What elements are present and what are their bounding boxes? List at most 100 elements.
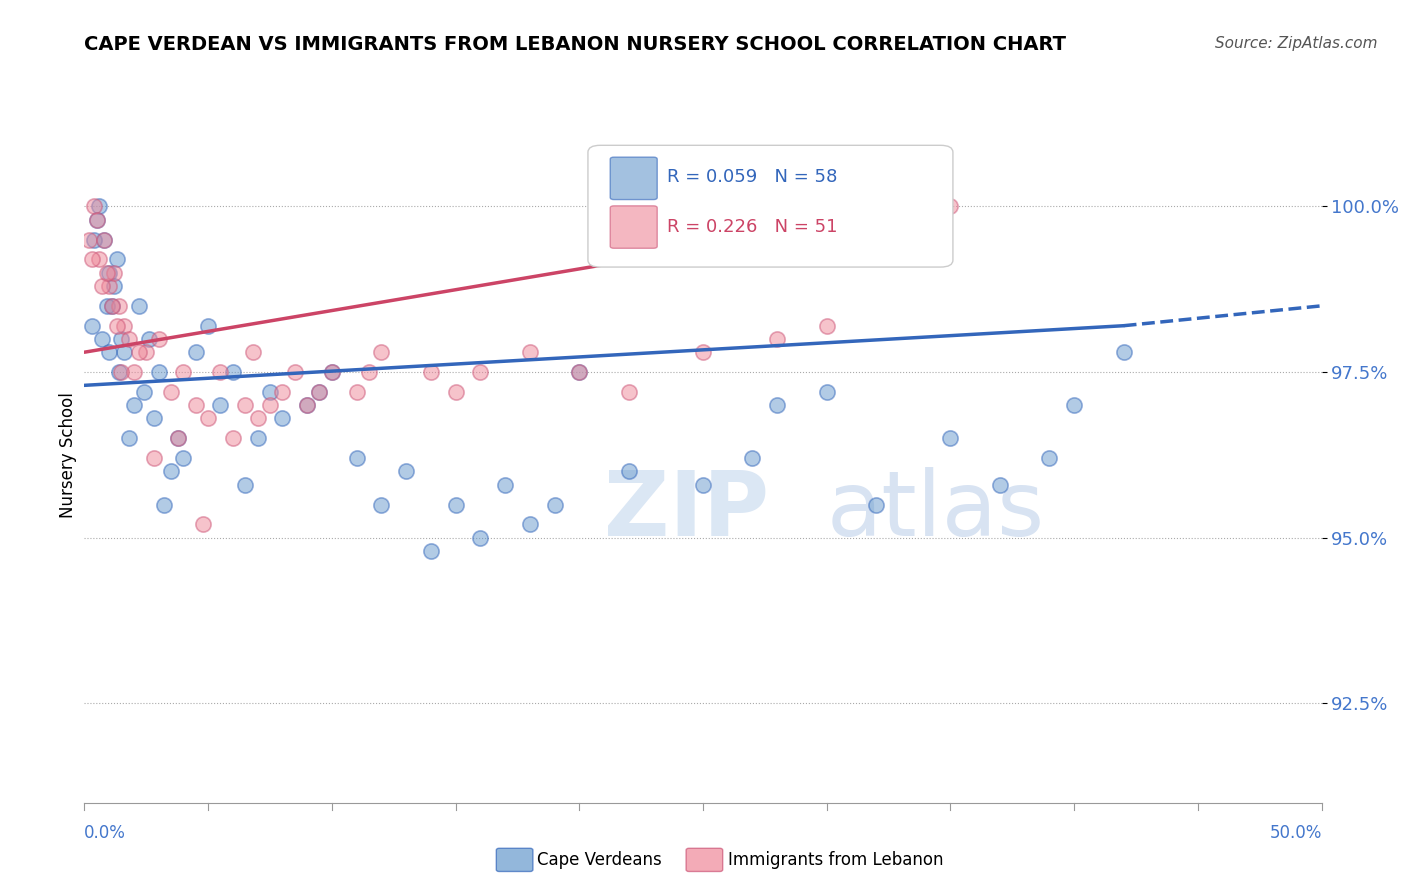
Text: Immigrants from Lebanon: Immigrants from Lebanon (728, 851, 943, 869)
Point (93, 233, 115, 247)
Point (112, 345, 135, 359)
Point (160, 465, 183, 479)
Point (222, 365, 245, 379)
Point (98, 279, 121, 293)
Point (83, 233, 105, 247)
Point (233, 477, 256, 491)
Point (494, 477, 516, 491)
Point (103, 266, 125, 280)
Point (308, 384, 330, 399)
Point (142, 451, 165, 466)
Point (172, 365, 194, 379)
Point (271, 411, 294, 425)
Point (815, 384, 838, 399)
Point (80, 318, 103, 333)
Point (138, 332, 160, 346)
Point (209, 398, 232, 412)
Point (83, 199, 105, 213)
Point (90, 332, 112, 346)
Point (96, 266, 118, 280)
FancyBboxPatch shape (610, 206, 657, 248)
Text: CAPE VERDEAN VS IMMIGRANTS FROM LEBANON NURSERY SCHOOL CORRELATION CHART: CAPE VERDEAN VS IMMIGRANTS FROM LEBANON … (84, 35, 1066, 54)
Point (108, 365, 131, 379)
Point (692, 345, 714, 359)
Point (105, 252, 128, 267)
FancyBboxPatch shape (610, 157, 657, 200)
Point (321, 365, 343, 379)
Point (110, 365, 132, 379)
Point (617, 384, 640, 399)
Point (79, 233, 101, 247)
Point (89, 252, 111, 267)
Point (128, 345, 150, 359)
Point (246, 431, 269, 445)
Point (568, 365, 591, 379)
Point (148, 332, 170, 346)
Point (259, 384, 281, 399)
Point (939, 199, 962, 213)
Point (766, 332, 789, 346)
Point (80, 252, 103, 267)
Point (271, 384, 294, 399)
FancyBboxPatch shape (588, 145, 953, 267)
Point (148, 365, 170, 379)
Text: 50.0%: 50.0% (1270, 823, 1322, 842)
Point (470, 365, 492, 379)
Point (284, 365, 307, 379)
Point (741, 451, 763, 466)
Point (90, 279, 112, 293)
Point (308, 384, 330, 399)
Point (135, 345, 157, 359)
Point (1038, 451, 1060, 466)
Point (568, 365, 591, 379)
Point (89, 199, 111, 213)
Point (108, 299, 131, 313)
Point (86, 212, 108, 227)
Point (519, 345, 541, 359)
Point (519, 517, 541, 532)
Point (100, 299, 122, 313)
Point (692, 477, 714, 491)
Point (96, 299, 118, 313)
Point (112, 318, 135, 333)
Point (444, 498, 467, 512)
Point (167, 431, 190, 445)
Point (988, 477, 1011, 491)
Point (98, 345, 121, 359)
Y-axis label: Nursery School: Nursery School (59, 392, 77, 518)
Text: Cape Verdeans: Cape Verdeans (537, 851, 662, 869)
Point (132, 384, 155, 399)
Point (543, 498, 565, 512)
Point (184, 398, 207, 412)
Point (122, 398, 145, 412)
Point (128, 299, 150, 313)
Point (167, 431, 190, 445)
Point (1112, 345, 1135, 359)
Point (1063, 398, 1085, 412)
Point (98, 266, 121, 280)
Point (100, 299, 122, 313)
Point (419, 365, 441, 379)
Point (370, 345, 392, 359)
Point (321, 365, 343, 379)
Point (110, 332, 132, 346)
Point (142, 411, 165, 425)
Text: R = 0.226   N = 51: R = 0.226 N = 51 (666, 219, 838, 236)
Text: atlas: atlas (827, 467, 1045, 555)
Point (295, 398, 318, 412)
Text: R = 0.059   N = 58: R = 0.059 N = 58 (666, 168, 838, 186)
Point (118, 431, 141, 445)
Point (209, 365, 232, 379)
Point (395, 465, 418, 479)
Point (419, 544, 441, 558)
Point (93, 233, 115, 247)
Point (815, 318, 838, 333)
Point (346, 384, 368, 399)
Point (152, 498, 174, 512)
Point (184, 345, 207, 359)
Point (233, 398, 256, 412)
Point (766, 398, 789, 412)
Point (122, 365, 145, 379)
Text: Source: ZipAtlas.com: Source: ZipAtlas.com (1215, 36, 1378, 51)
Point (160, 384, 183, 399)
